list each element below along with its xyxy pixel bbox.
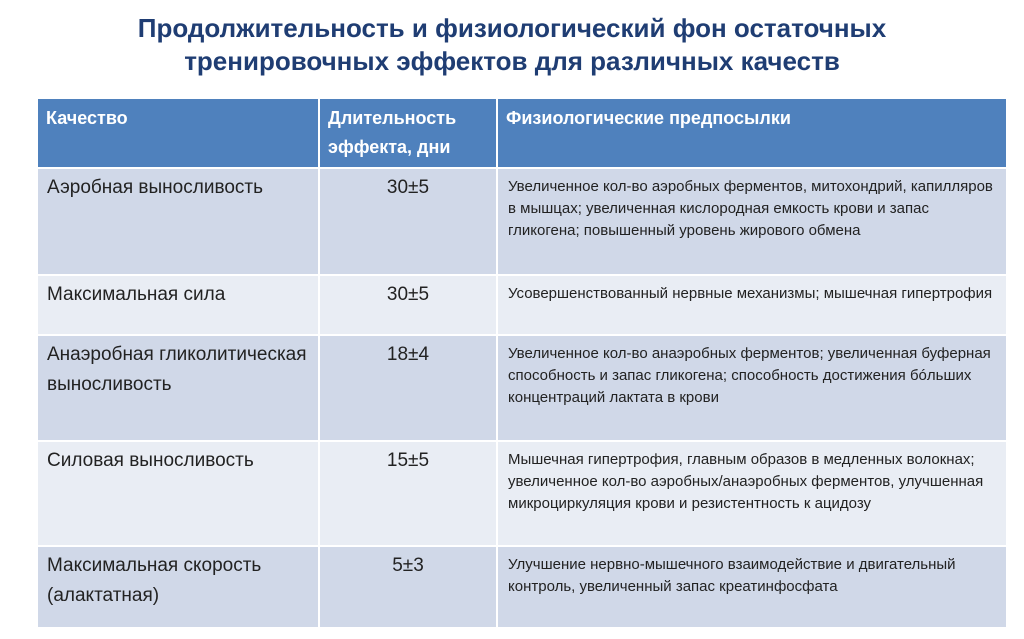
training-effects-table: Качество Длительность эффекта, дни Физио… (36, 97, 1008, 629)
cell-basis: Улучшение нервно-мышечного взаимодействи… (496, 545, 1008, 629)
cell-basis: Увеличенное кол-во аэробных ферментов, м… (496, 167, 1008, 276)
cell-quality: Максимальная сила (36, 274, 320, 336)
cell-quality: Аэробная выносливость (36, 167, 320, 276)
cell-quality: Максимальная скорость (алактатная) (36, 545, 320, 629)
cell-duration: 30±5 (318, 167, 498, 276)
title-line-2: тренировочных эффектов для различных кач… (184, 46, 840, 76)
table-row: Анаэробная гликолитическая выносливость … (36, 334, 1008, 442)
header-quality: Качество (36, 97, 320, 169)
table-row: Максимальная сила 30±5 Усовершенствованн… (36, 274, 1008, 336)
cell-duration: 15±5 (318, 440, 498, 547)
title-line-1: Продолжительность и физиологический фон … (137, 13, 887, 43)
cell-basis: Мышечная гипертрофия, главным образов в … (496, 440, 1008, 547)
table-row: Силовая выносливость 15±5 Мышечная гипер… (36, 440, 1008, 547)
cell-duration: 30±5 (318, 274, 498, 336)
cell-duration: 18±4 (318, 334, 498, 442)
header-duration: Длительность эффекта, дни (318, 97, 498, 169)
header-basis: Физиологические предпосылки (496, 97, 1008, 169)
table-row: Аэробная выносливость 30±5 Увеличенное к… (36, 167, 1008, 276)
cell-quality: Силовая выносливость (36, 440, 320, 547)
cell-duration: 5±3 (318, 545, 498, 629)
table-row: Максимальная скорость (алактатная) 5±3 У… (36, 545, 1008, 629)
cell-quality: Анаэробная гликолитическая выносливость (36, 334, 320, 442)
cell-basis: Увеличенное кол-во анаэробных ферментов;… (496, 334, 1008, 442)
cell-basis: Усовершенствованный нервные механизмы; м… (496, 274, 1008, 336)
slide-title: Продолжительность и физиологический фон … (0, 12, 1024, 78)
table-header-row: Качество Длительность эффекта, дни Физио… (36, 97, 1008, 169)
